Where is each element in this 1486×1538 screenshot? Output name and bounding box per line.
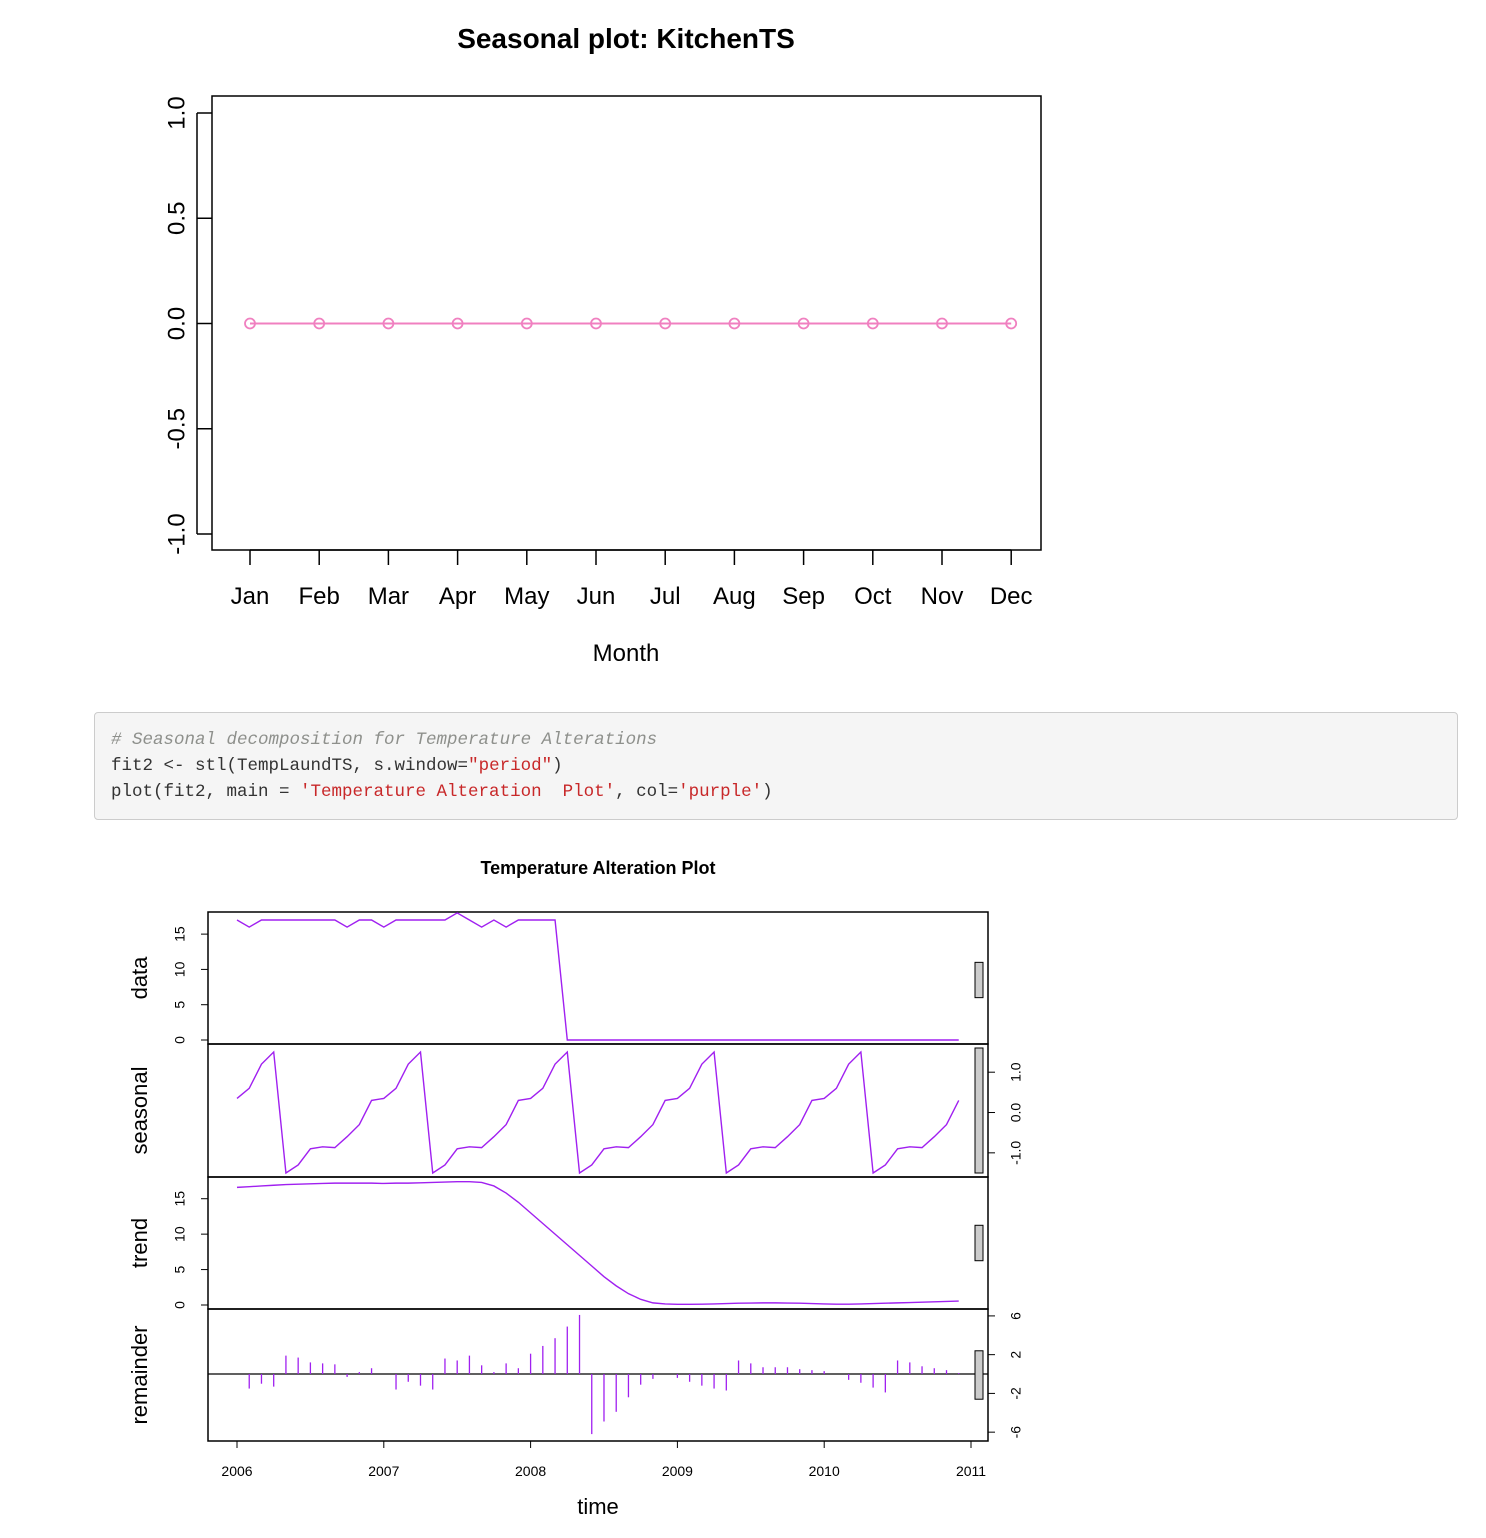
series-line xyxy=(244,317,1018,330)
y-tick-label: 0 xyxy=(172,1301,188,1309)
x-tick-label: 2010 xyxy=(809,1463,840,1479)
data-line xyxy=(236,912,959,1041)
code-block: # Seasonal decomposition for Temperature… xyxy=(94,712,1458,820)
panel-frame xyxy=(207,1176,989,1310)
code-text: ) xyxy=(552,756,563,776)
panel-label: seasonal xyxy=(127,1066,152,1154)
y-tick-label: 0 xyxy=(172,1036,188,1044)
x-tick-label: Nov xyxy=(921,583,964,610)
y-tick-label: -6 xyxy=(1008,1426,1024,1439)
code-line-3: plot(fit2, main = 'Temperature Alteratio… xyxy=(111,779,1457,805)
x-tick-label: Dec xyxy=(990,583,1033,610)
chart-title: Temperature Alteration Plot xyxy=(480,858,715,878)
y-tick-label: 2 xyxy=(1008,1351,1024,1359)
data-point xyxy=(936,317,948,330)
chart-title: Seasonal plot: KitchenTS xyxy=(457,23,795,54)
x-tick-label: Jul xyxy=(650,583,681,610)
y-tick-label: 15 xyxy=(172,1191,188,1207)
y-tick-label: -1.0 xyxy=(1008,1141,1024,1165)
x-tick-label: Aug xyxy=(713,583,756,610)
y-tick-label: 0.0 xyxy=(163,307,190,340)
x-tick-label: 2009 xyxy=(662,1463,693,1479)
y-tick-label: 1.0 xyxy=(163,96,190,129)
x-tick-label: Mar xyxy=(368,583,409,610)
panel-data: 0 5 10 15 data xyxy=(127,911,989,1045)
x-tick-label: Feb xyxy=(299,583,340,610)
x-tick-label: Sep xyxy=(782,583,825,610)
scale-bar xyxy=(974,961,984,999)
x-tick-label: Jun xyxy=(577,583,616,610)
data-point xyxy=(1005,317,1018,330)
code-text: ) xyxy=(762,782,773,802)
code-string: 'Temperature Alteration Plot' xyxy=(300,782,616,802)
data-point xyxy=(244,317,256,330)
data-point xyxy=(313,317,326,330)
data-point xyxy=(382,317,395,330)
x-axis-label: Month xyxy=(593,640,660,667)
y-tick-label: 0.5 xyxy=(163,202,190,235)
y-tick-label: 6 xyxy=(1008,1312,1024,1320)
panel-remainder: -6 -2 2 6 remainder xyxy=(127,1308,1024,1442)
y-axis: -1.0 -0.5 0.0 0.5 1.0 xyxy=(163,96,212,555)
code-text: plot(fit2, main = xyxy=(111,782,301,802)
data-point xyxy=(797,317,810,330)
data-point xyxy=(451,317,464,330)
code-text: , col= xyxy=(615,782,679,802)
x-tick-label: Apr xyxy=(439,583,476,610)
x-tick-label: Jan xyxy=(231,583,270,610)
x-axis: 2006 2007 2008 2009 2010 2011 xyxy=(221,1441,986,1479)
y-tick-label: 10 xyxy=(172,1226,188,1242)
trend-line xyxy=(236,1181,959,1305)
stl-decomposition-chart: Temperature Alteration Plot 0 5 10 15 data -1… xyxy=(127,858,1024,1519)
y-tick-label: -2 xyxy=(1008,1387,1024,1400)
x-axis: Jan Feb Mar Apr May Jun Jul Aug Sep Oct Nov Dec xyxy=(231,549,1033,610)
code-text: fit2 <- stl(TempLaundTS, s.window= xyxy=(111,756,469,776)
panel-trend: 0 5 10 15 trend xyxy=(127,1176,989,1310)
panel-seasonal: -1.0 0.0 1.0 seasonal xyxy=(127,1043,1024,1178)
data-point xyxy=(590,317,602,330)
x-tick-label: 2007 xyxy=(368,1463,399,1479)
code-line-2: fit2 <- stl(TempLaundTS, s.window="perio… xyxy=(111,753,1457,779)
x-tick-label: 2006 xyxy=(221,1463,252,1479)
x-tick-label: Oct xyxy=(854,583,892,610)
x-axis-label: time xyxy=(577,1494,619,1519)
panel-label: trend xyxy=(127,1218,152,1268)
panel-label: data xyxy=(127,956,152,1000)
scale-bar xyxy=(974,1047,984,1174)
y-tick-label: 15 xyxy=(172,926,188,942)
y-tick-label: 1.0 xyxy=(1008,1062,1024,1082)
code-comment: # Seasonal decomposition for Temperature… xyxy=(111,730,658,750)
code-line-1: # Seasonal decomposition for Temperature… xyxy=(111,727,1457,753)
data-point xyxy=(659,317,672,330)
code-string: 'purple' xyxy=(678,782,763,802)
data-point xyxy=(520,317,533,330)
seasonal-plot-chart: Seasonal plot: KitchenTS -1.0 -0.5 0.0 0.5 1… xyxy=(163,23,1042,667)
x-tick-label: 2008 xyxy=(515,1463,546,1479)
y-tick-label: 5 xyxy=(172,1265,188,1273)
y-tick-label: -1.0 xyxy=(163,513,190,554)
data-point xyxy=(866,317,879,330)
y-tick-label: 0.0 xyxy=(1008,1103,1024,1123)
data-point xyxy=(728,317,741,330)
y-tick-label: 5 xyxy=(172,1001,188,1009)
scale-bar xyxy=(974,1350,984,1400)
panel-label: remainder xyxy=(127,1325,152,1424)
scale-bar xyxy=(974,1224,984,1262)
panel-frame xyxy=(207,1308,989,1442)
code-string: "period" xyxy=(468,756,553,776)
y-tick-label: 10 xyxy=(172,961,188,977)
x-tick-label: 2011 xyxy=(956,1463,986,1479)
y-tick-label: -0.5 xyxy=(163,408,190,449)
seasonal-line xyxy=(236,1050,960,1175)
panel-frame xyxy=(207,911,989,1045)
x-tick-label: May xyxy=(504,583,549,610)
panels: 0 5 10 15 data -1.0 0.0 1.0 seasonal 0 5 10 15 trend -… xyxy=(127,911,1024,1442)
